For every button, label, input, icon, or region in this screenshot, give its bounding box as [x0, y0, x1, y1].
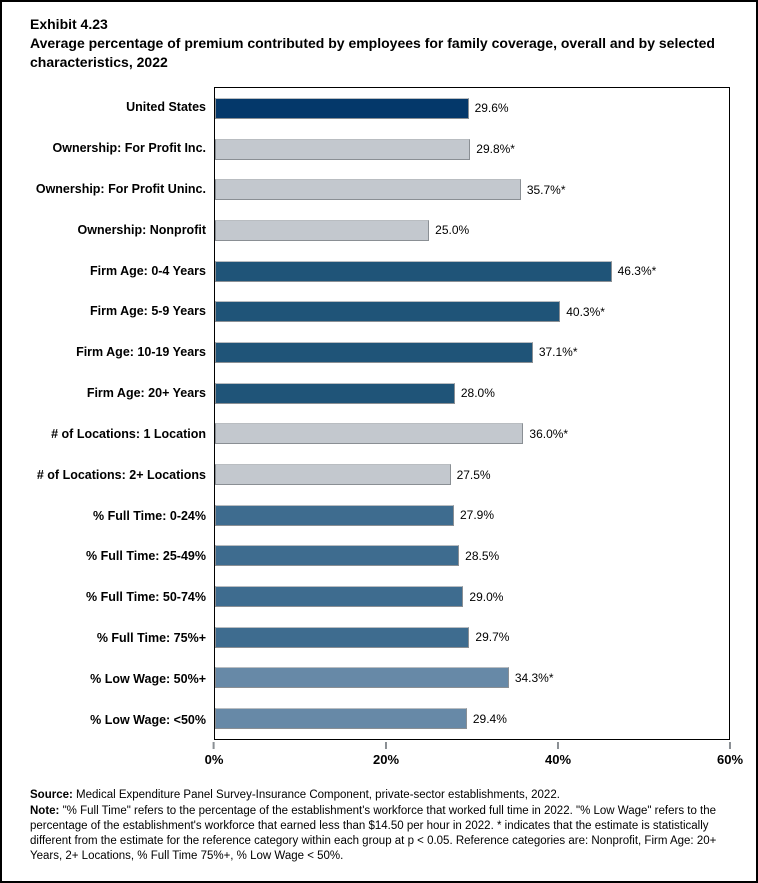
category-label: United States: [126, 100, 206, 115]
plot-area: 29.6% 29.8%* 35.7%* 25.0% 46.3%* 40.3%* 37.1%*…: [214, 87, 730, 740]
bar: [215, 423, 524, 445]
category-label: Firm Age: 0-4 Years: [89, 263, 206, 278]
bar: [215, 708, 467, 730]
x-axis-tick: 20%: [372, 741, 400, 767]
bar-value-label: 29.4%: [472, 711, 507, 726]
bar-row: 29.7%: [215, 617, 729, 658]
bar-value-label: 36.0%*: [529, 426, 569, 441]
category-label: % Low Wage: <50%: [90, 712, 206, 727]
bar-row: 29.8%*: [215, 129, 729, 170]
bar: [215, 626, 470, 648]
bar-value-label: 46.3%*: [617, 264, 657, 279]
bar-value-label: 25.0%: [435, 223, 470, 238]
category-label: % Full Time: 75%+: [96, 630, 206, 645]
tick-mark: [557, 741, 559, 749]
tick-label: 60%: [716, 751, 744, 767]
x-axis: 0% 20% 40% 60%: [205, 741, 743, 778]
note-line: Note: "% Full Time" refers to the percen…: [30, 804, 732, 864]
x-axis-tick: 0%: [204, 741, 224, 767]
x-axis-tick: 60%: [716, 741, 744, 767]
category-labels: United States Ownership: For Profit Inc. O…: [2, 87, 206, 740]
category-label: % Full Time: 0-24%: [93, 508, 206, 523]
source-label: Source:: [30, 789, 73, 801]
tick-mark: [212, 741, 215, 749]
bar-row: 34.3%*: [215, 658, 729, 699]
category-label: % Full Time: 50-74%: [86, 590, 206, 605]
bar-value-label: 29.0%: [469, 589, 504, 604]
bar-row: 27.9%: [215, 495, 729, 536]
bar: [215, 545, 460, 567]
bar-value-label: 27.5%: [456, 467, 491, 482]
bar-value-label: 28.0%: [460, 386, 495, 401]
tick-label: 0%: [204, 751, 224, 767]
tick-label: 20%: [372, 751, 400, 767]
category-label: Ownership: For Profit Uninc.: [35, 182, 206, 197]
exhibit-label: Exhibit 4.23: [30, 16, 108, 32]
bar: [215, 138, 471, 160]
bar-value-label: 29.7%: [475, 630, 510, 645]
footer: Source: Medical Expenditure Panel Survey…: [30, 788, 732, 865]
note-label: Note:: [30, 805, 60, 817]
tick-mark: [729, 741, 731, 749]
bar-value-label: 29.8%*: [476, 142, 515, 157]
bar-row: 29.4%: [215, 698, 729, 739]
bar: [215, 97, 469, 119]
tick-mark: [385, 741, 387, 749]
category-label: Firm Age: 20+ Years: [86, 386, 206, 401]
bar-value-label: 28.5%: [465, 548, 500, 563]
bar: [215, 179, 521, 201]
title-block: Exhibit 4.23 Average percentage of premi…: [30, 15, 720, 72]
bar: [215, 667, 509, 689]
bar-row: 28.0%: [215, 373, 729, 414]
bar: [215, 219, 430, 241]
bar-rows: 29.6% 29.8%* 35.7%* 25.0% 46.3%* 40.3%* 37.1%*…: [215, 88, 729, 739]
category-label: Ownership: Nonprofit: [77, 222, 206, 237]
category-label: # of Locations: 1 Location: [51, 426, 206, 441]
bar-row: 25.0%: [215, 210, 729, 251]
bar: [215, 260, 612, 282]
bar: [215, 586, 464, 608]
bar-row: 36.0%*: [215, 414, 729, 455]
category-label: # of Locations: 2+ Locations: [36, 467, 206, 482]
bar-value-label: 34.3%*: [514, 670, 554, 685]
bar: [215, 341, 533, 363]
bar-row: 46.3%*: [215, 251, 729, 292]
bar-row: 27.5%: [215, 454, 729, 495]
tick-label: 40%: [544, 751, 572, 767]
bar: [215, 301, 561, 323]
bar-row: 29.6%: [215, 88, 729, 129]
source-line: Source: Medical Expenditure Panel Survey…: [30, 788, 732, 803]
bar-value-label: 37.1%*: [538, 345, 578, 360]
bar: [215, 382, 455, 404]
x-axis-tick: 40%: [544, 741, 572, 767]
source-text: Medical Expenditure Panel Survey-Insuran…: [72, 789, 560, 801]
bar: [215, 504, 454, 526]
chart-title: Average percentage of premium contribute…: [30, 35, 715, 70]
bar-value-label: 29.6%: [474, 101, 509, 116]
bar-row: 40.3%*: [215, 291, 729, 332]
bar-value-label: 35.7%*: [526, 182, 566, 197]
bar-row: 37.1%*: [215, 332, 729, 373]
bar-row: 35.7%*: [215, 169, 729, 210]
category-label: % Low Wage: 50%+: [90, 671, 206, 686]
category-label: Ownership: For Profit Inc.: [52, 141, 206, 156]
category-label: Firm Age: 5-9 Years: [89, 304, 206, 319]
bar-row: 29.0%: [215, 576, 729, 617]
bar-value-label: 40.3%*: [566, 304, 605, 319]
bar-row: 28.5%: [215, 536, 729, 577]
category-label: Firm Age: 10-19 Years: [76, 345, 206, 360]
category-label: % Full Time: 25-49%: [86, 549, 206, 564]
bar: [215, 464, 451, 486]
bar-value-label: 27.9%: [460, 508, 495, 523]
note-text: "% Full Time" refers to the percentage o…: [30, 805, 717, 862]
